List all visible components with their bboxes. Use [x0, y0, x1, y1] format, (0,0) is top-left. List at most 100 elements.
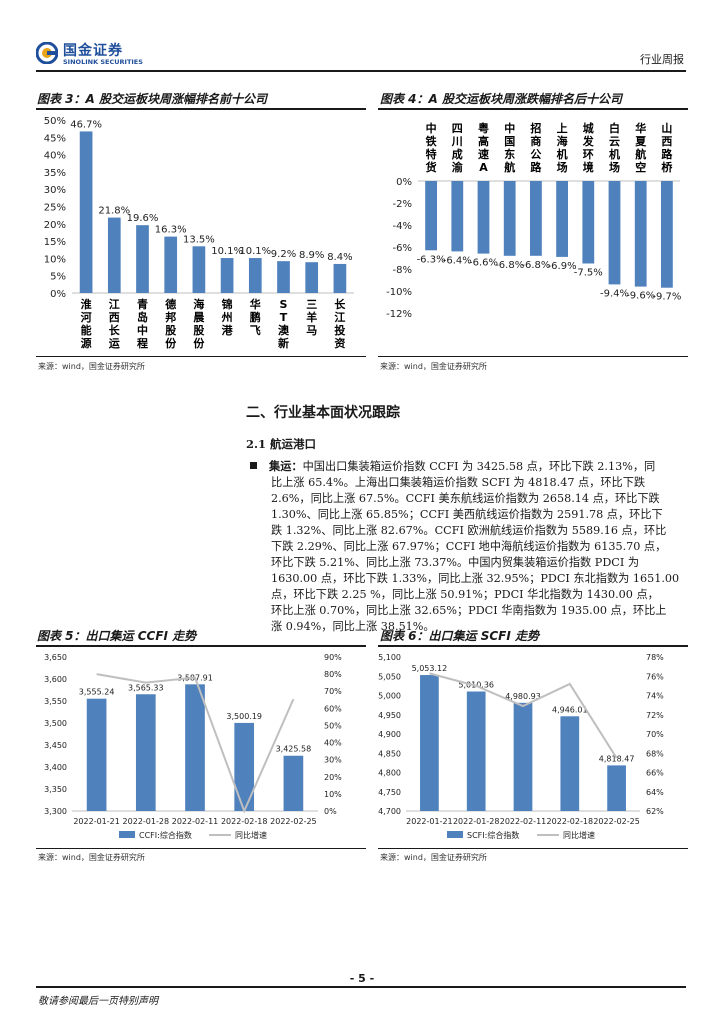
- category-label-char: 渝: [452, 160, 464, 174]
- y-right-tick-label: 90%: [324, 653, 342, 662]
- bar-data-label: -6.8%: [495, 260, 524, 271]
- fig3-title-rule: [36, 108, 366, 110]
- category-label-char: 航: [504, 160, 515, 174]
- y-left-tick-label: 4,800: [378, 769, 401, 778]
- category-label-char: 铁: [426, 134, 437, 148]
- bar: [477, 181, 490, 254]
- category-label-char: 场: [557, 160, 568, 174]
- bullet-square: [250, 462, 257, 469]
- y-tick-label: -4%: [393, 221, 412, 232]
- category-label-char: 城: [583, 121, 594, 135]
- category-label-char: 西: [109, 311, 120, 324]
- category-label-char: 华: [635, 121, 646, 135]
- fig5-bottom-rule: [36, 848, 366, 849]
- bar: [556, 181, 568, 257]
- bar-data-label: 46.7%: [70, 119, 102, 130]
- y-tick-label: 25%: [44, 203, 66, 214]
- bar-data-label: -6.6%: [469, 258, 498, 269]
- category-label-char: T: [280, 311, 288, 324]
- y-left-tick-label: 4,700: [378, 807, 401, 816]
- y-left-tick-label: 5,000: [378, 692, 401, 701]
- fig5-title: 图表 5：出口集运 CCFI 走势: [37, 629, 197, 643]
- category-label-char: 场: [609, 160, 620, 174]
- category-label-char: 白: [609, 121, 620, 135]
- x-tick-label: 2022-02-18: [547, 817, 594, 826]
- y-right-tick-label: 62%: [646, 807, 664, 816]
- legend-line-label: 同比增速: [235, 830, 267, 840]
- x-tick-label: 2022-02-18: [221, 817, 268, 826]
- y-left-tick-label: 3,300: [44, 807, 67, 816]
- bar-data-label: 21.8%: [98, 206, 130, 217]
- category-label-char: 海: [193, 297, 204, 311]
- section-heading: 二、行业基本面状况跟踪: [246, 405, 400, 421]
- category-label-char: 新: [278, 336, 289, 350]
- legend-bar-label: SCFI:综合指数: [467, 830, 519, 840]
- category-label-char: 海: [557, 134, 568, 148]
- logo-icon: [36, 42, 58, 64]
- category-label-char: 资: [334, 336, 345, 350]
- bar: [607, 765, 626, 811]
- fig3-chart: 0% 5% 10% 15% 20% 25% 30% 35% 40% 45% 50% 46.7% 淮河能源…: [44, 116, 354, 350]
- footer-rule: [36, 986, 686, 988]
- y-right-tick-label: 68%: [646, 749, 664, 758]
- y-tick-label: 30%: [44, 185, 66, 196]
- x-tick-label: 2022-01-28: [453, 817, 500, 826]
- y-left-tick-label: 5,050: [378, 672, 401, 681]
- category-label-char: 环: [583, 148, 594, 161]
- y-left-tick-label: 3,550: [44, 697, 67, 706]
- bar-data-label: 8.9%: [299, 250, 324, 261]
- y-left-tick-label: 3,650: [44, 653, 67, 662]
- footer-disclaimer: 敬请参阅最后一页特别声明: [38, 996, 158, 1007]
- bar-data-label: 3,500.19: [226, 712, 262, 721]
- fig6-title-rule: [378, 645, 688, 647]
- bar-data-label: 10.1%: [211, 246, 243, 257]
- category-label: 三羊马: [306, 298, 317, 337]
- category-label-char: 飞: [250, 324, 261, 337]
- yoy-growth-line: [429, 672, 618, 759]
- page-number: - 5 -: [349, 972, 375, 985]
- bar-data-label: 8.4%: [327, 252, 352, 263]
- category-label-char: 四: [452, 122, 463, 135]
- x-tick-label: 2022-02-25: [270, 817, 317, 826]
- category-label-char: 航: [635, 147, 646, 161]
- bar: [634, 181, 647, 287]
- category-label-char: 中: [426, 121, 437, 135]
- category-label-char: 源: [81, 336, 92, 350]
- bar-data-label: 4,946.01: [552, 705, 588, 714]
- category-label-char: 粤: [478, 121, 489, 135]
- bar: [277, 261, 290, 293]
- category-label-char: 份: [165, 336, 177, 350]
- bar-data-label: -9.4%: [600, 288, 629, 299]
- bar-data-label: -6.3%: [417, 254, 446, 265]
- category-label-char: 鹏: [250, 310, 261, 324]
- y-right-tick-label: 60%: [324, 704, 342, 713]
- y-right-tick-label: 66%: [646, 769, 664, 778]
- y-right-tick-label: 20%: [324, 773, 342, 782]
- category-label-char: 路: [530, 160, 542, 174]
- category-label-char: 州: [221, 311, 233, 324]
- category-label-char: 速: [478, 147, 489, 161]
- category-label-char: 商: [530, 134, 541, 148]
- category-label-char: 云: [609, 135, 620, 148]
- category-label-char: 程: [137, 336, 148, 350]
- category-label-char: 山: [661, 121, 672, 135]
- category-label-char: 淮: [81, 297, 92, 311]
- category-label-char: 机: [609, 147, 620, 161]
- fig6-chart: 4,700 4,750 4,800 4,850 4,900 4,950 5,000 5,050…: [378, 653, 664, 840]
- y-tick-label: -2%: [393, 199, 412, 210]
- category-label-char: 华: [250, 297, 261, 311]
- y-tick-label: 15%: [44, 237, 66, 248]
- y-right-tick-label: 72%: [646, 711, 664, 720]
- bar-data-label: -6.8%: [521, 260, 550, 271]
- y-left-tick-label: 4,750: [378, 788, 401, 797]
- fig5-chart: 3,300 3,350 3,400 3,450 3,500 3,550 3,600 3,650…: [44, 653, 342, 840]
- body-line: 点，环比下跌 2.25 %，同比上涨 50.91%；PDCI 华北指数为 143…: [271, 588, 659, 601]
- bar-data-label: 13.5%: [183, 234, 215, 245]
- bar-data-label: 4,980.93: [505, 692, 541, 701]
- fig4-title: 图表 4：A 股交运板块周涨跌幅排名后十公司: [380, 92, 622, 106]
